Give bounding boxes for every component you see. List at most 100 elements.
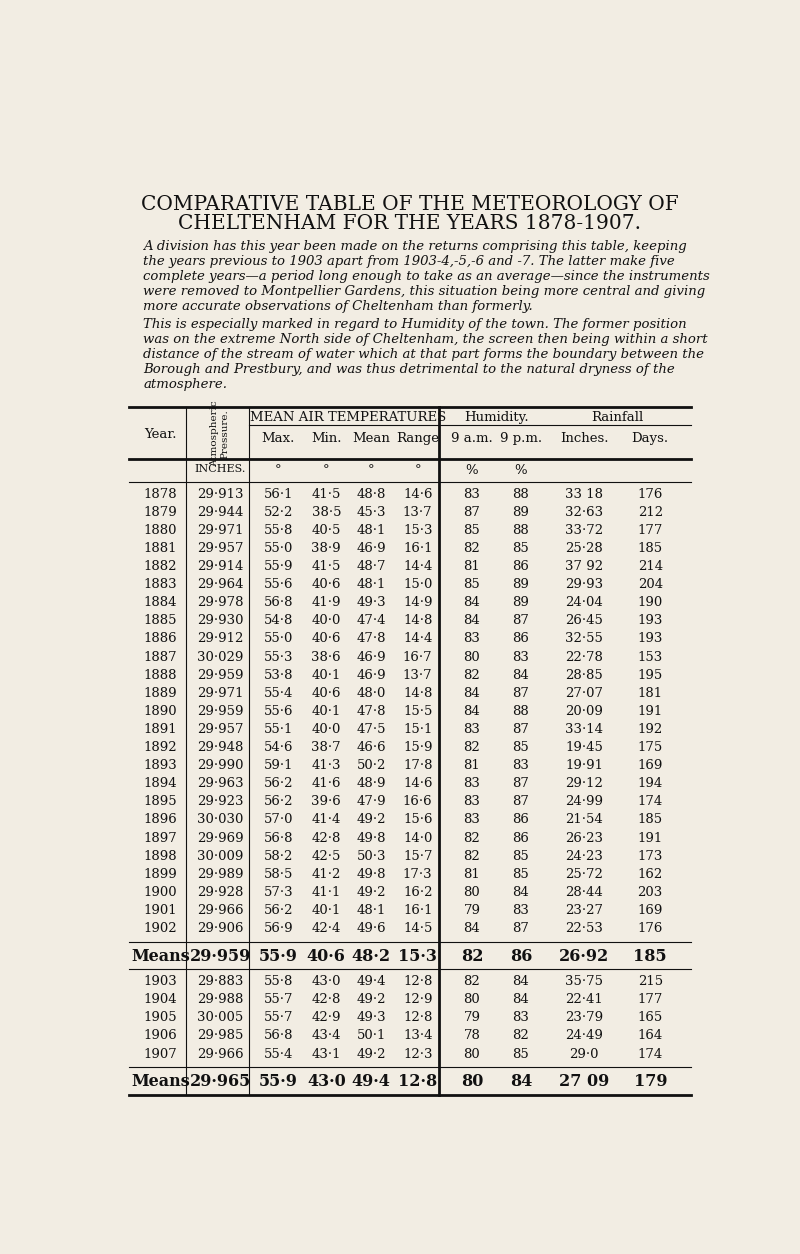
Text: 56·8: 56·8 (263, 597, 293, 609)
Text: 47·5: 47·5 (357, 724, 386, 736)
Text: 56·8: 56·8 (263, 1030, 293, 1042)
Text: 29·912: 29·912 (197, 632, 243, 646)
Text: COMPARATIVE TABLE OF THE METEOROLOGY OF: COMPARATIVE TABLE OF THE METEOROLOGY OF (141, 196, 679, 214)
Text: 162: 162 (638, 868, 663, 880)
Text: 56·8: 56·8 (263, 831, 293, 844)
Text: 29·923: 29·923 (197, 795, 243, 809)
Text: 29·930: 29·930 (197, 614, 243, 627)
Text: 49·8: 49·8 (357, 831, 386, 844)
Text: 40·6: 40·6 (311, 687, 341, 700)
Text: 43·0: 43·0 (307, 1073, 346, 1090)
Text: 49·3: 49·3 (357, 1011, 386, 1025)
Text: 29·964: 29·964 (197, 578, 243, 591)
Text: 175: 175 (638, 741, 663, 754)
Text: 29·0: 29·0 (570, 1047, 599, 1061)
Text: 174: 174 (638, 795, 663, 809)
Text: 83: 83 (512, 651, 530, 663)
Text: 84: 84 (464, 922, 480, 935)
Text: 1902: 1902 (144, 922, 178, 935)
Text: 26·23: 26·23 (566, 831, 603, 844)
Text: 1900: 1900 (144, 885, 178, 899)
Text: 84: 84 (464, 687, 480, 700)
Text: 87: 87 (512, 795, 530, 809)
Text: 14·9: 14·9 (403, 597, 433, 609)
Text: 84: 84 (464, 597, 480, 609)
Text: distance of the stream of water which at that part forms the boundary between th: distance of the stream of water which at… (143, 347, 704, 361)
Text: 13·7: 13·7 (403, 668, 433, 682)
Text: 57·3: 57·3 (263, 885, 293, 899)
Text: 28·44: 28·44 (566, 885, 603, 899)
Text: 82: 82 (464, 831, 480, 844)
Text: Means: Means (131, 948, 190, 964)
Text: 1881: 1881 (144, 542, 178, 556)
Text: 55·8: 55·8 (263, 524, 293, 537)
Text: 38·5: 38·5 (311, 505, 341, 519)
Text: 49·2: 49·2 (357, 814, 386, 826)
Text: 84: 84 (513, 976, 530, 988)
Text: 195: 195 (638, 668, 663, 682)
Text: 83: 83 (463, 777, 481, 790)
Text: 14·8: 14·8 (403, 614, 433, 627)
Text: 23·27: 23·27 (566, 904, 603, 917)
Text: 30·030: 30·030 (197, 814, 243, 826)
Text: 32·63: 32·63 (566, 505, 603, 519)
Text: 83: 83 (463, 814, 481, 826)
Text: 15·1: 15·1 (403, 724, 433, 736)
Text: Inches.: Inches. (560, 431, 609, 444)
Text: 55·0: 55·0 (263, 632, 293, 646)
Text: Borough and Prestbury, and was thus detrimental to the natural dryness of the: Borough and Prestbury, and was thus detr… (143, 362, 675, 376)
Text: 55·9: 55·9 (263, 561, 293, 573)
Text: °: ° (414, 464, 421, 477)
Text: 82: 82 (461, 948, 483, 964)
Text: 57·0: 57·0 (263, 814, 293, 826)
Text: 30·029: 30·029 (197, 651, 243, 663)
Text: 1905: 1905 (144, 1011, 178, 1025)
Text: 53·8: 53·8 (263, 668, 293, 682)
Text: 35·75: 35·75 (566, 976, 603, 988)
Text: 29·957: 29·957 (197, 542, 243, 556)
Text: 47·8: 47·8 (357, 705, 386, 717)
Text: 29·906: 29·906 (197, 922, 243, 935)
Text: 40·5: 40·5 (312, 524, 341, 537)
Text: 13·7: 13·7 (403, 505, 433, 519)
Text: 169: 169 (638, 759, 663, 772)
Text: 46·9: 46·9 (357, 651, 386, 663)
Text: 40·6: 40·6 (307, 948, 346, 964)
Text: 16·2: 16·2 (403, 885, 433, 899)
Text: 29·959: 29·959 (197, 705, 243, 717)
Text: 29·957: 29·957 (197, 724, 243, 736)
Text: 87: 87 (512, 777, 530, 790)
Text: °: ° (275, 464, 282, 477)
Text: 40·6: 40·6 (311, 632, 341, 646)
Text: 55·4: 55·4 (263, 687, 293, 700)
Text: 85: 85 (513, 542, 530, 556)
Text: Year.: Year. (144, 429, 177, 441)
Text: 14·0: 14·0 (403, 831, 433, 844)
Text: 55·9: 55·9 (259, 1073, 298, 1090)
Text: 42·9: 42·9 (311, 1011, 341, 1025)
Text: 1903: 1903 (143, 976, 178, 988)
Text: 41·4: 41·4 (312, 814, 341, 826)
Text: 27 09: 27 09 (559, 1073, 610, 1090)
Text: 13·4: 13·4 (403, 1030, 433, 1042)
Text: 12·8: 12·8 (398, 1073, 438, 1090)
Text: 54·8: 54·8 (263, 614, 293, 627)
Text: 40·1: 40·1 (312, 705, 341, 717)
Text: 89: 89 (512, 505, 530, 519)
Text: INCHES.: INCHES. (194, 464, 246, 474)
Text: 88: 88 (513, 524, 530, 537)
Text: 84: 84 (513, 993, 530, 1006)
Text: 85: 85 (513, 741, 530, 754)
Text: 87: 87 (463, 505, 481, 519)
Text: 38·7: 38·7 (311, 741, 341, 754)
Text: complete years—a period long enough to take as an average—since the instruments: complete years—a period long enough to t… (143, 270, 710, 283)
Text: 26·45: 26·45 (566, 614, 603, 627)
Text: 56·2: 56·2 (263, 795, 293, 809)
Text: 28·85: 28·85 (566, 668, 603, 682)
Text: 83: 83 (463, 724, 481, 736)
Text: 1886: 1886 (144, 632, 178, 646)
Text: 55·0: 55·0 (263, 542, 293, 556)
Text: 1889: 1889 (144, 687, 178, 700)
Text: 165: 165 (638, 1011, 663, 1025)
Text: 56·2: 56·2 (263, 777, 293, 790)
